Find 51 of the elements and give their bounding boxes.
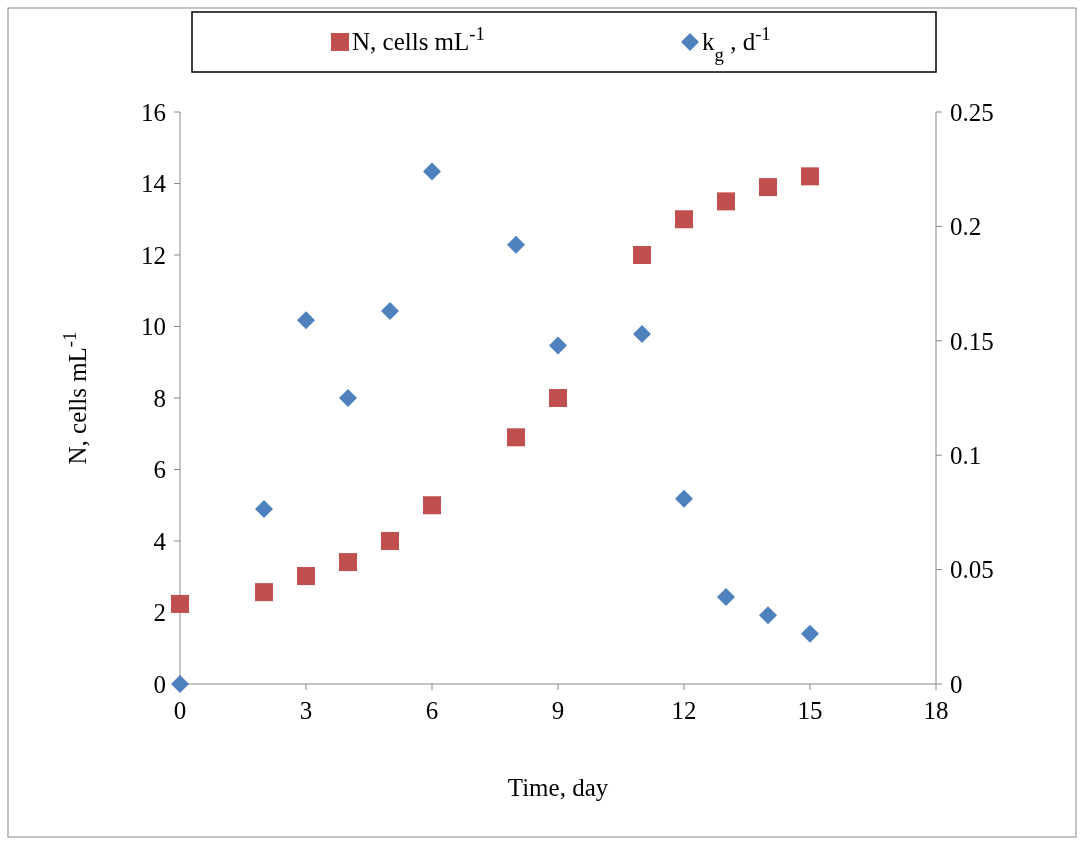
point: [633, 324, 651, 343]
legend-label: k$_{g}$ , d$^{-1}$: [702, 22, 771, 65]
point: [759, 606, 777, 625]
y-tick-label: 16: [141, 98, 166, 126]
y-tick-label: 14: [141, 170, 167, 198]
point: [171, 675, 189, 693]
y2-tick-label: 0.2: [950, 213, 982, 241]
point: [801, 167, 819, 186]
x-tick-label: 0: [173, 697, 187, 724]
point: [381, 532, 399, 550]
y2-tick-label: 0.05: [950, 556, 994, 584]
y-tick-label: 10: [141, 313, 166, 341]
x-tick-label: 9: [551, 697, 565, 724]
x-tick-label: 12: [671, 697, 697, 724]
point: [507, 428, 525, 447]
point: [549, 389, 567, 407]
point: [297, 311, 315, 330]
point: [381, 302, 399, 321]
y2-tick-label: 0.15: [950, 327, 994, 355]
point: [717, 588, 735, 607]
y-tick-label: 2: [153, 599, 166, 627]
legend-label: N, cells mL$^{-1}$: [352, 22, 485, 55]
point: [255, 583, 273, 602]
x-tick-label: 15: [797, 697, 823, 724]
y-tick-label: 12: [141, 241, 166, 269]
point: [549, 336, 567, 355]
y2-tick-label: 0.25: [950, 98, 994, 126]
y2-tick-label: 0.1: [950, 441, 982, 469]
x-tick-label: 3: [299, 697, 313, 724]
x-tick-label: 6: [425, 697, 439, 724]
point: [297, 567, 315, 586]
y-tick-label: 0: [153, 670, 166, 698]
point: [423, 162, 441, 181]
y-tick-label: 6: [153, 456, 166, 484]
point: [675, 210, 693, 229]
y-tick-label: 8: [153, 384, 166, 412]
y-tick-label: 4: [153, 527, 167, 555]
point: [171, 594, 189, 613]
point: [339, 389, 357, 407]
point: [759, 178, 777, 197]
point: [801, 624, 819, 643]
point: [675, 489, 693, 508]
x-axis-title: Time, day: [507, 774, 609, 801]
point: [633, 246, 651, 264]
point: [717, 192, 735, 211]
point: [507, 235, 525, 254]
y2-tick-label: 0: [950, 670, 963, 698]
x-tick-label: 18: [923, 697, 949, 724]
point: [255, 499, 273, 518]
point: [423, 496, 441, 515]
point: [339, 553, 357, 572]
